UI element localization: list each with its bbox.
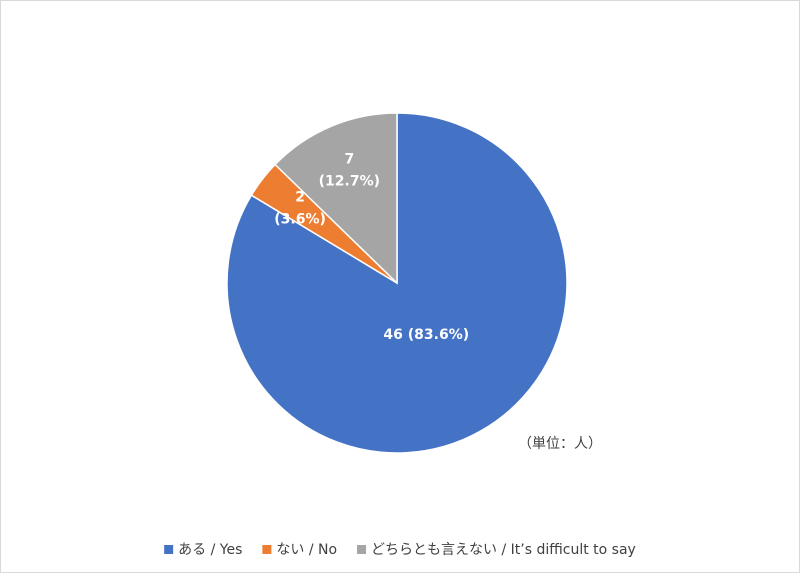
legend-swatch — [164, 545, 174, 554]
data-label: (12.7%) — [319, 173, 380, 189]
data-label: (3.6%) — [274, 211, 326, 227]
legend-swatch — [262, 545, 272, 554]
pie-slice — [274, 112, 398, 285]
data-label: 2 — [295, 189, 305, 205]
data-label: 46 (83.6%) — [383, 327, 469, 343]
annotation: （単位：人） — [518, 436, 602, 452]
legend-label: ある / Yes — [178, 542, 242, 558]
legend-label: ない / No — [276, 542, 337, 558]
legend: ある / Yes ない / No どちらとも言えない / It’s difficul… — [164, 542, 636, 558]
legend-label: どちらとも言えない / It’s difficult to say — [371, 542, 636, 558]
legend-swatch — [357, 545, 367, 554]
data-label: 7 — [344, 151, 354, 167]
